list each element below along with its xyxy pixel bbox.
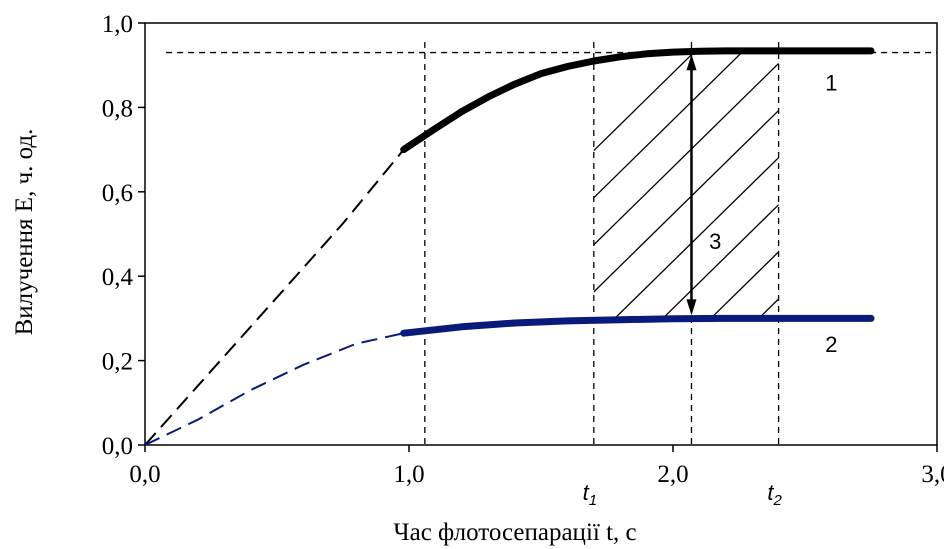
curve-label-2: 2 (825, 332, 837, 357)
x-tick-label: 1,0 (393, 461, 424, 488)
hatch-line (593, 50, 779, 321)
hatch-line (593, 50, 773, 321)
curve-labels: 1 2 3 (709, 71, 837, 358)
hatch-line (593, 50, 779, 321)
y-tick-label: 0,0 (102, 433, 133, 460)
series-group (144, 47, 875, 446)
interval-label-subscript: 1 (589, 492, 597, 509)
hatch-line (629, 50, 779, 321)
arrow-head-bottom (686, 299, 697, 316)
y-tick-label: 0,6 (102, 180, 133, 207)
difference-arrow (686, 54, 697, 316)
hatched-region (593, 23, 944, 445)
arrow-head-top (686, 54, 697, 71)
hatch-line (773, 50, 779, 321)
interval-label: t1 (583, 480, 597, 509)
hatch-line (593, 50, 725, 321)
hatch-line (822, 23, 944, 445)
interval-label: t2 (767, 480, 782, 509)
y-tick-label: 0,4 (102, 264, 134, 291)
hatch-line (918, 23, 944, 445)
y-tick-label: 0,2 (102, 349, 133, 376)
plot-frame (144, 22, 938, 446)
curve-label-3: 3 (709, 229, 721, 254)
x-tick-label: 2,0 (657, 461, 688, 488)
x-axis-ticks: 0,0 1,0 2,0 3,0 (129, 445, 944, 488)
reference-lines (166, 41, 937, 445)
series-1-dashed (144, 148, 405, 446)
hatch-line (870, 23, 944, 445)
interval-labels: t1 t2 (583, 480, 783, 509)
y-axis-ticks: 0,0 0,2 0,4 0,6 0,8 1,0 (102, 11, 145, 460)
x-tick-label: 3,0 (921, 461, 944, 488)
curve-label-1: 1 (825, 71, 837, 96)
series-1-line (400, 47, 875, 154)
x-axis-label: Час флотосепарації t, с (393, 519, 636, 546)
interval-label-subscript: 2 (772, 492, 782, 509)
y-axis-label: Вилучення E, ч. од. (11, 129, 38, 336)
x-tick-label: 0,0 (129, 461, 160, 488)
y-tick-label: 0,8 (102, 95, 133, 122)
hatch-line (593, 50, 779, 321)
hatch-line (593, 50, 779, 321)
y-tick-label: 1,0 (102, 11, 133, 38)
series-2-line (400, 314, 875, 337)
series-2-dashed (144, 332, 404, 446)
hatch-line (593, 50, 779, 321)
